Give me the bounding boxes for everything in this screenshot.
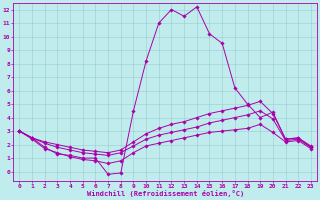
X-axis label: Windchill (Refroidissement éolien,°C): Windchill (Refroidissement éolien,°C) xyxy=(86,190,244,197)
